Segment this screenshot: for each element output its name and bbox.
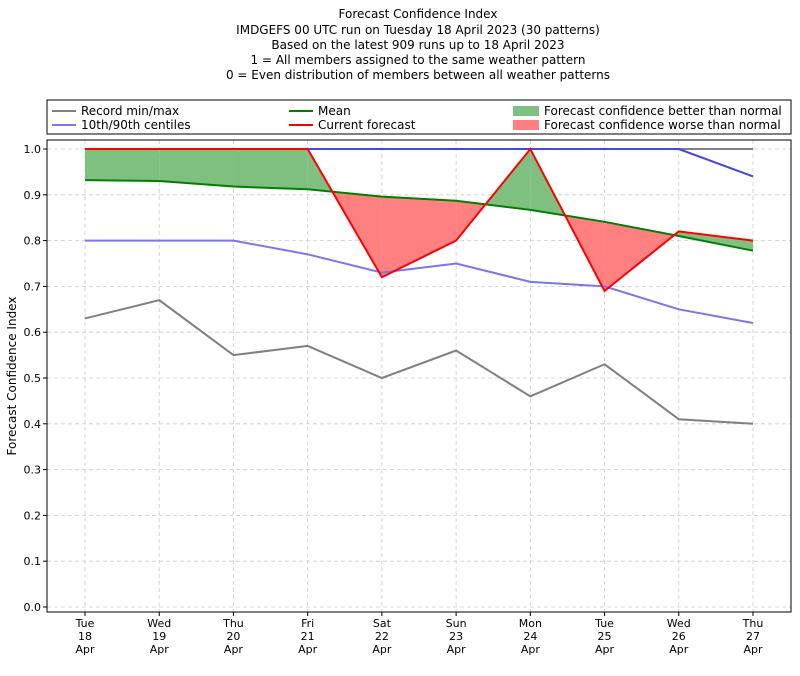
y-tick-label-3: 0.3 bbox=[24, 464, 42, 477]
x-tick-label-9-2: Apr bbox=[743, 643, 763, 656]
x-tick-label-7-2: Apr bbox=[595, 643, 615, 656]
legend-label-better: Forecast confidence better than normal bbox=[544, 104, 782, 118]
legend-swatch-worse bbox=[513, 120, 539, 130]
y-tick-label-4: 0.4 bbox=[24, 418, 42, 431]
title-line-1: Forecast Confidence Index bbox=[339, 7, 498, 21]
x-tick-label-2-2: Apr bbox=[224, 643, 244, 656]
y-tick-label-5: 0.5 bbox=[24, 372, 42, 385]
y-axis-label: Forecast Confidence Index bbox=[5, 297, 19, 456]
fill-better-2 bbox=[233, 149, 308, 190]
legend-label-current: Current forecast bbox=[318, 118, 416, 132]
series-line-record-min bbox=[84, 299, 754, 425]
x-tick-label-0-0: Tue bbox=[75, 617, 95, 630]
legend-entry-record: Record min/max bbox=[52, 104, 179, 118]
confidence-fills bbox=[85, 149, 753, 291]
y-tick-label-2: 0.2 bbox=[24, 509, 42, 522]
y-tick-label-10: 1.0 bbox=[24, 143, 42, 156]
x-tick-label-1-0: Wed bbox=[147, 617, 171, 630]
series-line-current bbox=[85, 147, 754, 293]
x-tick-label-4-2: Apr bbox=[372, 643, 392, 656]
legend: Record min/max 10th/90th centiles Mean C… bbox=[46, 99, 792, 135]
x-tick-label-4-0: Sat bbox=[373, 617, 392, 630]
series-lines bbox=[84, 147, 754, 425]
x-tick-label-6-1: 24 bbox=[523, 630, 537, 643]
y-tick-label-0: 0.0 bbox=[24, 601, 42, 614]
legend-box bbox=[46, 99, 792, 135]
fill-worse-7a bbox=[604, 221, 675, 291]
x-tick-label-1-2: Apr bbox=[150, 643, 170, 656]
title-line-2: IMDGEFS 00 UTC run on Tuesday 18 April 2… bbox=[236, 23, 600, 37]
x-tick-label-7-0: Tue bbox=[594, 617, 614, 630]
x-tick-label-6-0: Mon bbox=[519, 617, 542, 630]
title-line-4: 1 = All members assigned to the same wea… bbox=[251, 53, 586, 67]
series-line-mean bbox=[84, 179, 754, 252]
title-line-3: Based on the latest 909 runs up to 18 Ap… bbox=[271, 38, 564, 52]
series-line-p10 bbox=[85, 239, 754, 325]
legend-label-record: Record min/max bbox=[81, 104, 179, 118]
x-tick-label-3-0: Fri bbox=[301, 617, 314, 630]
x-tick-label-3-2: Apr bbox=[298, 643, 318, 656]
x-tick-label-3-1: 21 bbox=[301, 630, 315, 643]
x-tick-label-7-1: 25 bbox=[598, 630, 612, 643]
legend-entry-current: Current forecast bbox=[289, 118, 416, 132]
y-tick-label-8: 0.8 bbox=[24, 235, 42, 248]
fill-better-1 bbox=[159, 149, 234, 187]
x-tick-label-0-2: Apr bbox=[75, 643, 95, 656]
legend-label-worse: Forecast confidence worse than normal bbox=[544, 118, 781, 132]
x-tick-label-5-2: Apr bbox=[447, 643, 467, 656]
x-tick-label-4-1: 22 bbox=[375, 630, 389, 643]
plot-frame bbox=[46, 139, 792, 613]
legend-entry-worse: Forecast confidence worse than normal bbox=[513, 118, 781, 132]
fill-better-8 bbox=[678, 231, 753, 251]
legend-label-mean: Mean bbox=[318, 104, 351, 118]
y-tick-label-7: 0.7 bbox=[24, 280, 42, 293]
x-tick-label-2-1: 20 bbox=[226, 630, 240, 643]
x-tick-label-1-1: 19 bbox=[152, 630, 166, 643]
x-tick-label-5-1: 23 bbox=[449, 630, 463, 643]
y-axis-ticks: 0.0 0.1 0.2 0.3 0.4 0.5 0.6 0.7 0.8 0.9 1.0 bbox=[24, 143, 47, 614]
y-tick-label-6: 0.6 bbox=[24, 326, 42, 339]
legend-label-centiles: 10th/90th centiles bbox=[81, 118, 191, 132]
fill-better-0 bbox=[85, 149, 160, 182]
legend-swatch-better bbox=[513, 106, 539, 116]
y-tick-label-1: 0.1 bbox=[24, 555, 42, 568]
fill-worse-4 bbox=[381, 196, 457, 278]
x-tick-label-8-0: Wed bbox=[667, 617, 691, 630]
legend-entry-better: Forecast confidence better than normal bbox=[513, 104, 782, 118]
y-tick-label-9: 0.9 bbox=[24, 189, 42, 202]
x-tick-label-9-0: Thu bbox=[742, 617, 764, 630]
x-tick-label-0-1: 18 bbox=[78, 630, 92, 643]
x-tick-label-5-0: Sun bbox=[446, 617, 467, 630]
chart-title: Forecast Confidence Index IMDGEFS 00 UTC… bbox=[226, 7, 610, 82]
legend-entry-mean: Mean bbox=[289, 104, 351, 118]
x-axis-ticks: Tue18AprWed19AprThu20AprFri21AprSat22Apr… bbox=[75, 612, 764, 656]
x-tick-label-8-1: 26 bbox=[672, 630, 686, 643]
x-tick-label-9-1: 27 bbox=[746, 630, 760, 643]
x-tick-label-6-2: Apr bbox=[521, 643, 541, 656]
legend-entry-centiles: 10th/90th centiles bbox=[52, 118, 191, 132]
x-tick-label-2-0: Thu bbox=[222, 617, 244, 630]
x-tick-label-8-2: Apr bbox=[669, 643, 689, 656]
title-line-5: 0 = Even distribution of members between… bbox=[226, 68, 610, 82]
